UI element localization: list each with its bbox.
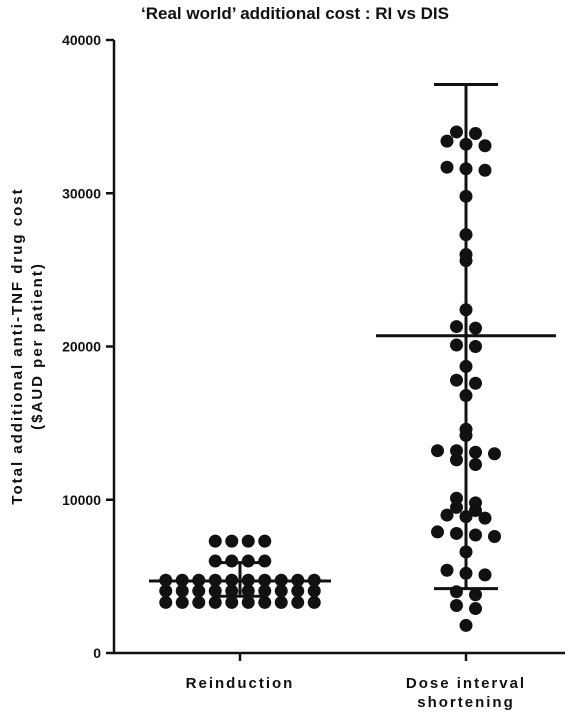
data-point: [241, 584, 255, 598]
data-point: [450, 491, 463, 505]
data-point: [450, 444, 463, 458]
data-point: [450, 373, 463, 387]
data-point: [241, 595, 255, 609]
data-point: [450, 320, 463, 334]
data-point: [159, 595, 173, 609]
data-point: [241, 534, 255, 548]
data-point: [241, 554, 255, 568]
data-point: [469, 503, 482, 517]
data-point: [208, 534, 222, 548]
data-point: [225, 584, 239, 598]
data-point: [192, 595, 206, 609]
data-point: [307, 584, 321, 598]
y-tick-label: 0: [93, 645, 101, 661]
data-point: [291, 595, 305, 609]
data-point: [469, 376, 482, 390]
data-point: [440, 508, 454, 522]
data-point: [450, 338, 463, 352]
data-point: [450, 500, 463, 514]
axes: 0 10000 20000 30000 40000 Reinduction Dose int…: [62, 32, 565, 711]
x-category-label: Dose interval: [406, 675, 526, 692]
y-axis-label-line1: Total additional anti-TNF drug cost: [9, 187, 26, 504]
data-point: [274, 595, 288, 609]
data-point: [258, 534, 272, 548]
data-point: [488, 447, 501, 461]
data-point: [478, 568, 492, 582]
x-category-label: Reinduction: [186, 675, 295, 692]
data-point: [469, 340, 482, 353]
data-point: [488, 530, 501, 544]
data-point: [440, 134, 454, 148]
chart-title: ‘Real world’ additional cost : RI vs DIS: [141, 4, 449, 23]
plot-area: [149, 82, 556, 632]
x-category-label: shortening: [417, 694, 515, 711]
data-point: [175, 595, 189, 609]
data-point: [291, 584, 305, 598]
data-point: [450, 125, 463, 139]
y-tick-label: 20000: [62, 339, 101, 355]
data-point: [450, 526, 463, 540]
data-point: [440, 563, 454, 577]
data-point: [225, 534, 239, 548]
data-point: [469, 528, 482, 542]
data-point: [469, 588, 482, 602]
data-point: [431, 444, 444, 458]
data-point: [450, 598, 463, 612]
data-point: [159, 584, 173, 598]
data-point: [208, 595, 222, 609]
data-point: [469, 321, 482, 335]
data-point: [175, 584, 189, 598]
data-point: [258, 595, 272, 609]
data-point: [307, 595, 321, 609]
data-point: [469, 458, 482, 472]
y-tick-label: 40000: [62, 32, 101, 48]
data-point: [478, 139, 492, 153]
data-point: [258, 584, 272, 598]
data-point: [258, 554, 272, 568]
data-point: [440, 160, 454, 174]
data-point: [459, 618, 473, 632]
data-point: [478, 511, 492, 525]
data-point: [450, 453, 463, 467]
data-point: [431, 525, 444, 539]
data-point: [469, 602, 482, 616]
y-axis-label: Total additional anti-TNF drug cost ($AU…: [9, 187, 46, 504]
y-tick-label: 30000: [62, 185, 101, 201]
data-point: [192, 584, 206, 598]
data-point: [469, 126, 482, 140]
data-point: [225, 554, 239, 568]
data-point: [469, 445, 482, 459]
data-point: [208, 554, 222, 568]
data-point: [225, 595, 239, 609]
y-tick-label: 10000: [62, 492, 101, 508]
data-point: [274, 584, 288, 598]
data-point: [478, 163, 492, 177]
data-point: [208, 584, 222, 598]
y-axis-label-line2: ($AUD per patient): [29, 262, 46, 430]
